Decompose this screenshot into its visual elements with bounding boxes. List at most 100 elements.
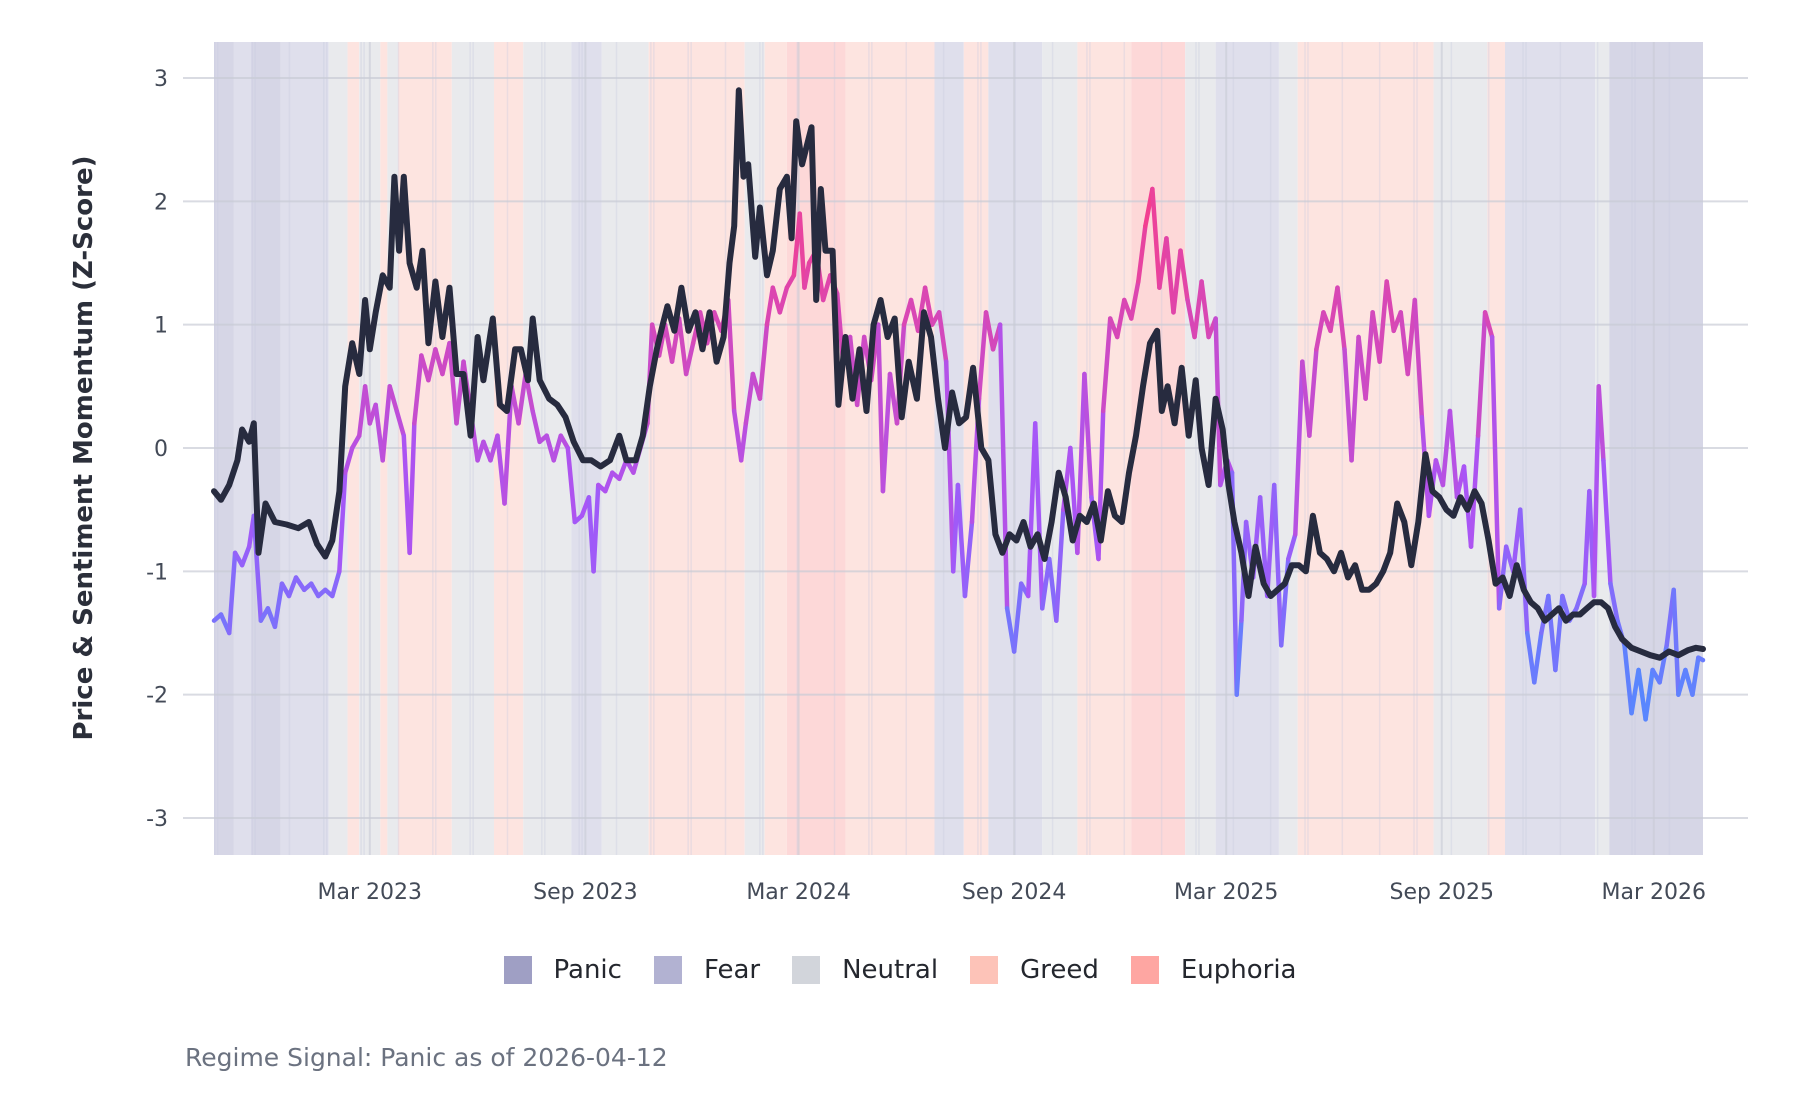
sentiment-segment xyxy=(797,211,807,290)
x-tick-label: Sep 2023 xyxy=(533,880,637,905)
sentiment-segment xyxy=(936,310,949,364)
sentiment-segment xyxy=(1171,248,1183,315)
sentiment-segment xyxy=(1384,279,1396,334)
legend-item-neutral: Neutral xyxy=(792,955,938,985)
sentiment-segment xyxy=(387,384,400,414)
sentiment-segment xyxy=(1011,581,1024,654)
legend-item-euphoria: Euphoria xyxy=(1130,955,1297,985)
sentiment-segment xyxy=(1690,655,1701,697)
sentiment-segment xyxy=(1335,285,1347,352)
sentiment-segment xyxy=(394,408,407,438)
sentiment-segment xyxy=(551,433,564,463)
sentiment-segment xyxy=(1475,310,1488,438)
legend-item-panic: Panic xyxy=(503,955,622,985)
sentiment-segment xyxy=(777,285,790,315)
sentiment-segment xyxy=(516,371,528,426)
sentiment-segment xyxy=(1636,667,1648,722)
sentiment-segment xyxy=(1525,630,1537,685)
sentiment-segment xyxy=(955,482,968,599)
x-tick-label: Mar 2026 xyxy=(1602,880,1707,905)
sentiment-segment xyxy=(1574,581,1587,611)
sentiment-segment xyxy=(330,569,342,599)
sentiment-segment xyxy=(1412,297,1425,420)
legend-swatch xyxy=(503,956,532,984)
sentiment-segment xyxy=(1164,236,1176,315)
sentiment-segment xyxy=(1696,655,1706,663)
sentiment-segment xyxy=(1676,667,1688,697)
sentiment-segment xyxy=(820,273,833,303)
sentiment-segment xyxy=(617,458,629,482)
y-tick-label: 3 xyxy=(154,67,168,92)
sentiment-segment xyxy=(1307,347,1319,438)
sentiment-segment xyxy=(1271,482,1284,648)
sentiment-segment xyxy=(286,575,299,599)
y-tick-label: -1 xyxy=(146,560,168,585)
sentiment-segment xyxy=(1025,421,1038,599)
regime-signal-caption: Regime Signal: Panic as of 2026-04-12 xyxy=(185,1043,668,1072)
sentiment-segment xyxy=(1234,618,1244,697)
legend-label: Euphoria xyxy=(1180,955,1297,985)
legend-label: Fear xyxy=(703,955,761,985)
sentiment-segment xyxy=(362,384,373,426)
y-tick-label: 2 xyxy=(154,190,168,215)
sentiment-segment xyxy=(1286,532,1298,562)
sentiment-segment xyxy=(1482,310,1495,340)
sentiment-segment xyxy=(349,433,362,451)
sentiment-segment xyxy=(676,316,689,377)
sentiment-segment xyxy=(1178,248,1190,303)
y-tick-label: 1 xyxy=(154,314,168,339)
sentiment-segment xyxy=(1199,279,1211,340)
x-tick-label: Mar 2024 xyxy=(746,880,851,905)
sentiment-segment xyxy=(1671,587,1681,697)
legend-label: Panic xyxy=(553,955,622,985)
legend-label: Greed xyxy=(1020,955,1099,985)
sentiment-segment xyxy=(1082,371,1094,500)
sentiment-segment xyxy=(770,285,783,315)
sentiment-segment xyxy=(558,433,571,451)
sentiment-segment xyxy=(1447,408,1460,500)
legend-swatch xyxy=(1130,956,1159,984)
sentiment-segment xyxy=(976,310,989,401)
sentiment-segment xyxy=(1622,643,1634,716)
y-axis-title: Price & Sentiment Momentum (Z-Score) xyxy=(69,156,99,741)
sentiment-segment xyxy=(1532,630,1544,685)
legend-swatch xyxy=(970,956,999,984)
sentiment-segment xyxy=(1054,507,1066,623)
sentiment-segment xyxy=(530,408,542,445)
sentiment-segment xyxy=(1129,279,1141,321)
sentiment-segment xyxy=(1314,310,1326,352)
price-momentum-line xyxy=(211,87,1706,661)
legend-label: Neutral xyxy=(842,955,939,985)
sentiment-segment xyxy=(591,482,601,574)
sentiment-segment xyxy=(757,322,770,401)
price-momentum-series xyxy=(211,87,1706,661)
y-tick-label: 0 xyxy=(154,437,168,462)
sentiment-segment xyxy=(239,544,252,568)
x-axis-ticks: Mar 2023 Sep 2023 Mar 2024 Sep 2024 Mar 2025… xyxy=(318,880,1706,905)
sentiment-segment xyxy=(1601,458,1613,586)
sentiment-segment xyxy=(1643,667,1655,722)
legend: Panic Fear Neutral Greed Euphoria xyxy=(0,955,1800,985)
y-tick-label: -3 xyxy=(146,807,168,832)
sentiment-segment xyxy=(943,359,956,574)
sentiment-segment xyxy=(308,581,321,599)
sentiment-segment xyxy=(1032,421,1045,611)
legend-swatch xyxy=(653,956,682,984)
sentiment-momentum-series xyxy=(211,186,1706,722)
sentiment-segment xyxy=(544,433,556,463)
legend-item-greed: Greed xyxy=(970,955,1099,985)
sentiment-segment xyxy=(447,340,459,426)
sentiment-segment xyxy=(915,285,928,334)
sentiment-segment xyxy=(726,297,737,414)
sentiment-segment xyxy=(1192,279,1204,340)
sentiment-segment xyxy=(1349,334,1361,463)
sentiment-segment xyxy=(683,340,696,377)
legend-swatch xyxy=(792,956,821,984)
y-tick-label: -2 xyxy=(146,684,168,709)
x-tick-label: Sep 2025 xyxy=(1390,880,1494,905)
sentiment-segment xyxy=(738,421,749,463)
sentiment-segment xyxy=(1517,507,1530,636)
sentiment-segment xyxy=(603,470,615,494)
sentiment-segment xyxy=(784,273,797,290)
